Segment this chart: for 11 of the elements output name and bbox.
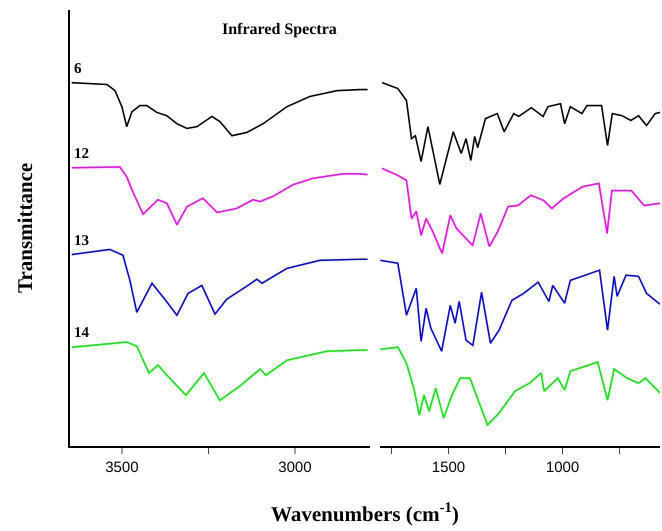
series-label: 12 [74, 146, 89, 162]
x-tick-label: 1500 [432, 458, 466, 476]
series-label: 13 [74, 233, 89, 249]
x-tick-label: 3000 [278, 458, 312, 476]
chart-title: Infrared Spectra [222, 21, 337, 38]
series-label: 14 [74, 325, 90, 341]
y-axis-title: Transmittance [13, 162, 37, 293]
x-tick-label: 1000 [546, 458, 580, 476]
series-label: 6 [74, 61, 82, 77]
x-axis-title: Wavenumbers (cm$^{-1}$) [271, 500, 459, 526]
x-tick-label: 3500 [105, 458, 139, 476]
